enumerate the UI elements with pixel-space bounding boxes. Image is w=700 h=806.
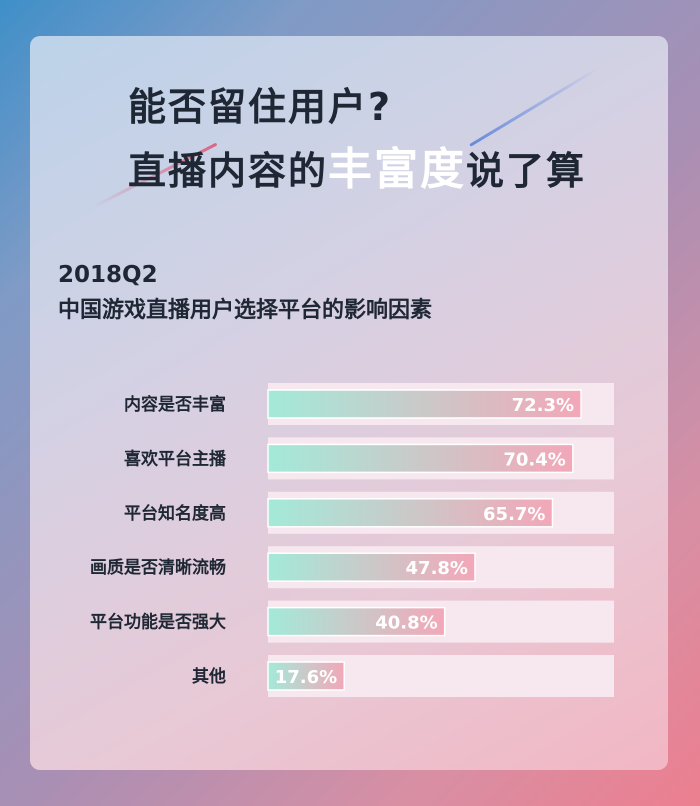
category-label: 平台知名度高 (124, 503, 226, 524)
bar (267, 606, 446, 637)
category-label: 平台功能是否强大 (90, 612, 226, 633)
chart-subtitle-title: 中国游戏直播用户选择平台的影响因素 (58, 298, 433, 323)
headline-line-2-after: 说了算 (466, 149, 587, 193)
bar (267, 389, 582, 419)
headline-line-1-text: 能否留住用户? (128, 85, 393, 129)
headline-line-2-before: 直播内容的 (128, 149, 329, 193)
bar-chart: 内容是否丰富 72.3% 喜欢平台主播 70.4% 平台知名度高 65.7% 画质是否清晰流… (90, 383, 614, 697)
value-label: 47.8% (406, 558, 468, 579)
category-label: 画质是否清晰流畅 (90, 557, 226, 578)
value-label: 70.4% (503, 449, 565, 470)
chart-subtitle-period: 2018Q2 (58, 262, 158, 288)
headline-highlight: 丰富度 (328, 144, 467, 195)
bar (267, 498, 554, 528)
headline-line-2: 直播内容的丰富度说了算 (128, 148, 586, 192)
category-label: 其他 (192, 666, 226, 687)
category-label: 喜欢平台主播 (124, 448, 227, 469)
value-label: 40.8% (375, 613, 437, 634)
bar (267, 552, 476, 582)
bar (267, 443, 574, 474)
value-label: 17.6% (275, 667, 337, 688)
category-label: 内容是否丰富 (124, 394, 226, 415)
value-label: 65.7% (483, 504, 545, 525)
headline-line-1: 能否留住用户? (128, 88, 392, 126)
bar (267, 661, 345, 691)
infographic-card: 能否留住用户? 直播内容的丰富度说了算 2018Q2 中国游戏直播用户选择平台的… (30, 36, 668, 770)
value-label: 72.3% (512, 395, 574, 416)
